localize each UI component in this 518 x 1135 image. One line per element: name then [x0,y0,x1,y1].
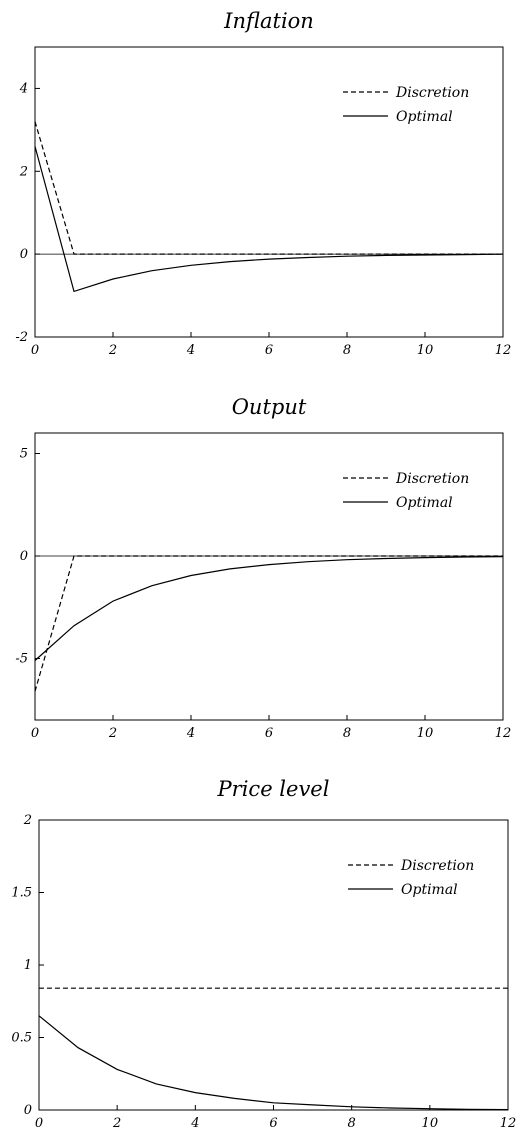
series-line-discretion [34,555,503,692]
legend-label-optimal: Optimal [396,109,453,125]
chart-title: Price level [217,777,330,801]
chart-title: Inflation [223,9,314,33]
series-line-discretion [34,121,503,255]
chart-panel-3: Price level 0 2 4 6 8 10 12 0 0.5 1 1.5 2 Discretion O… [11,777,516,1131]
x-tick-label: 8 [343,343,351,358]
x-tick-label: 0 [35,1116,43,1131]
x-tick-label: 12 [495,726,512,741]
x-tick-label: 2 [112,1116,121,1131]
series-line-optimal [34,146,504,293]
x-tick-label: 6 [269,1116,277,1131]
x-tick-label: 8 [348,1116,356,1131]
x-tick-label: 6 [265,726,273,741]
legend-label-optimal: Optimal [396,495,453,511]
chart-panel-2: Output 0 2 4 6 8 10 12 -5 0 5 Discretion Optimal [15,395,511,741]
x-tick-label: 4 [186,343,195,358]
x-tick-label: 10 [417,343,434,358]
x-tick-label: 12 [500,1116,517,1131]
legend-label-discretion: Discretion [395,471,469,487]
x-tick-label: 10 [422,1116,439,1131]
x-tick-label: 0 [31,343,39,358]
y-tick-label: 2 [19,164,28,179]
x-tick-label: 10 [417,726,434,741]
x-tick-label: 12 [495,343,512,358]
x-tick-label: 4 [190,1116,199,1131]
chart-title: Output [232,395,307,419]
y-tick-label: 0 [24,1103,32,1118]
series-line-optimal [34,556,504,661]
x-tick-label: 2 [108,726,117,741]
x-tick-label: 2 [108,343,117,358]
x-tick-label: 4 [186,726,195,741]
y-tick-label: 0 [20,549,28,564]
x-tick-label: 0 [31,726,39,741]
legend-label-discretion: Discretion [395,85,469,101]
y-tick-label: 1.5 [11,886,32,901]
y-tick-label: 2 [23,813,32,828]
y-tick-label: 0 [20,247,28,262]
series-line-optimal [38,1015,509,1111]
y-tick-label: -5 [15,652,28,667]
x-tick-label: 6 [265,343,273,358]
legend-label-discretion: Discretion [400,858,474,874]
y-tick-label: -2 [15,330,28,345]
y-tick-label: 1 [24,958,32,973]
y-tick-label: 0.5 [11,1031,32,1046]
y-tick-label: 4 [19,81,28,96]
legend-label-optimal: Optimal [401,882,458,898]
y-tick-label: 5 [20,447,28,462]
x-tick-label: 8 [343,726,351,741]
